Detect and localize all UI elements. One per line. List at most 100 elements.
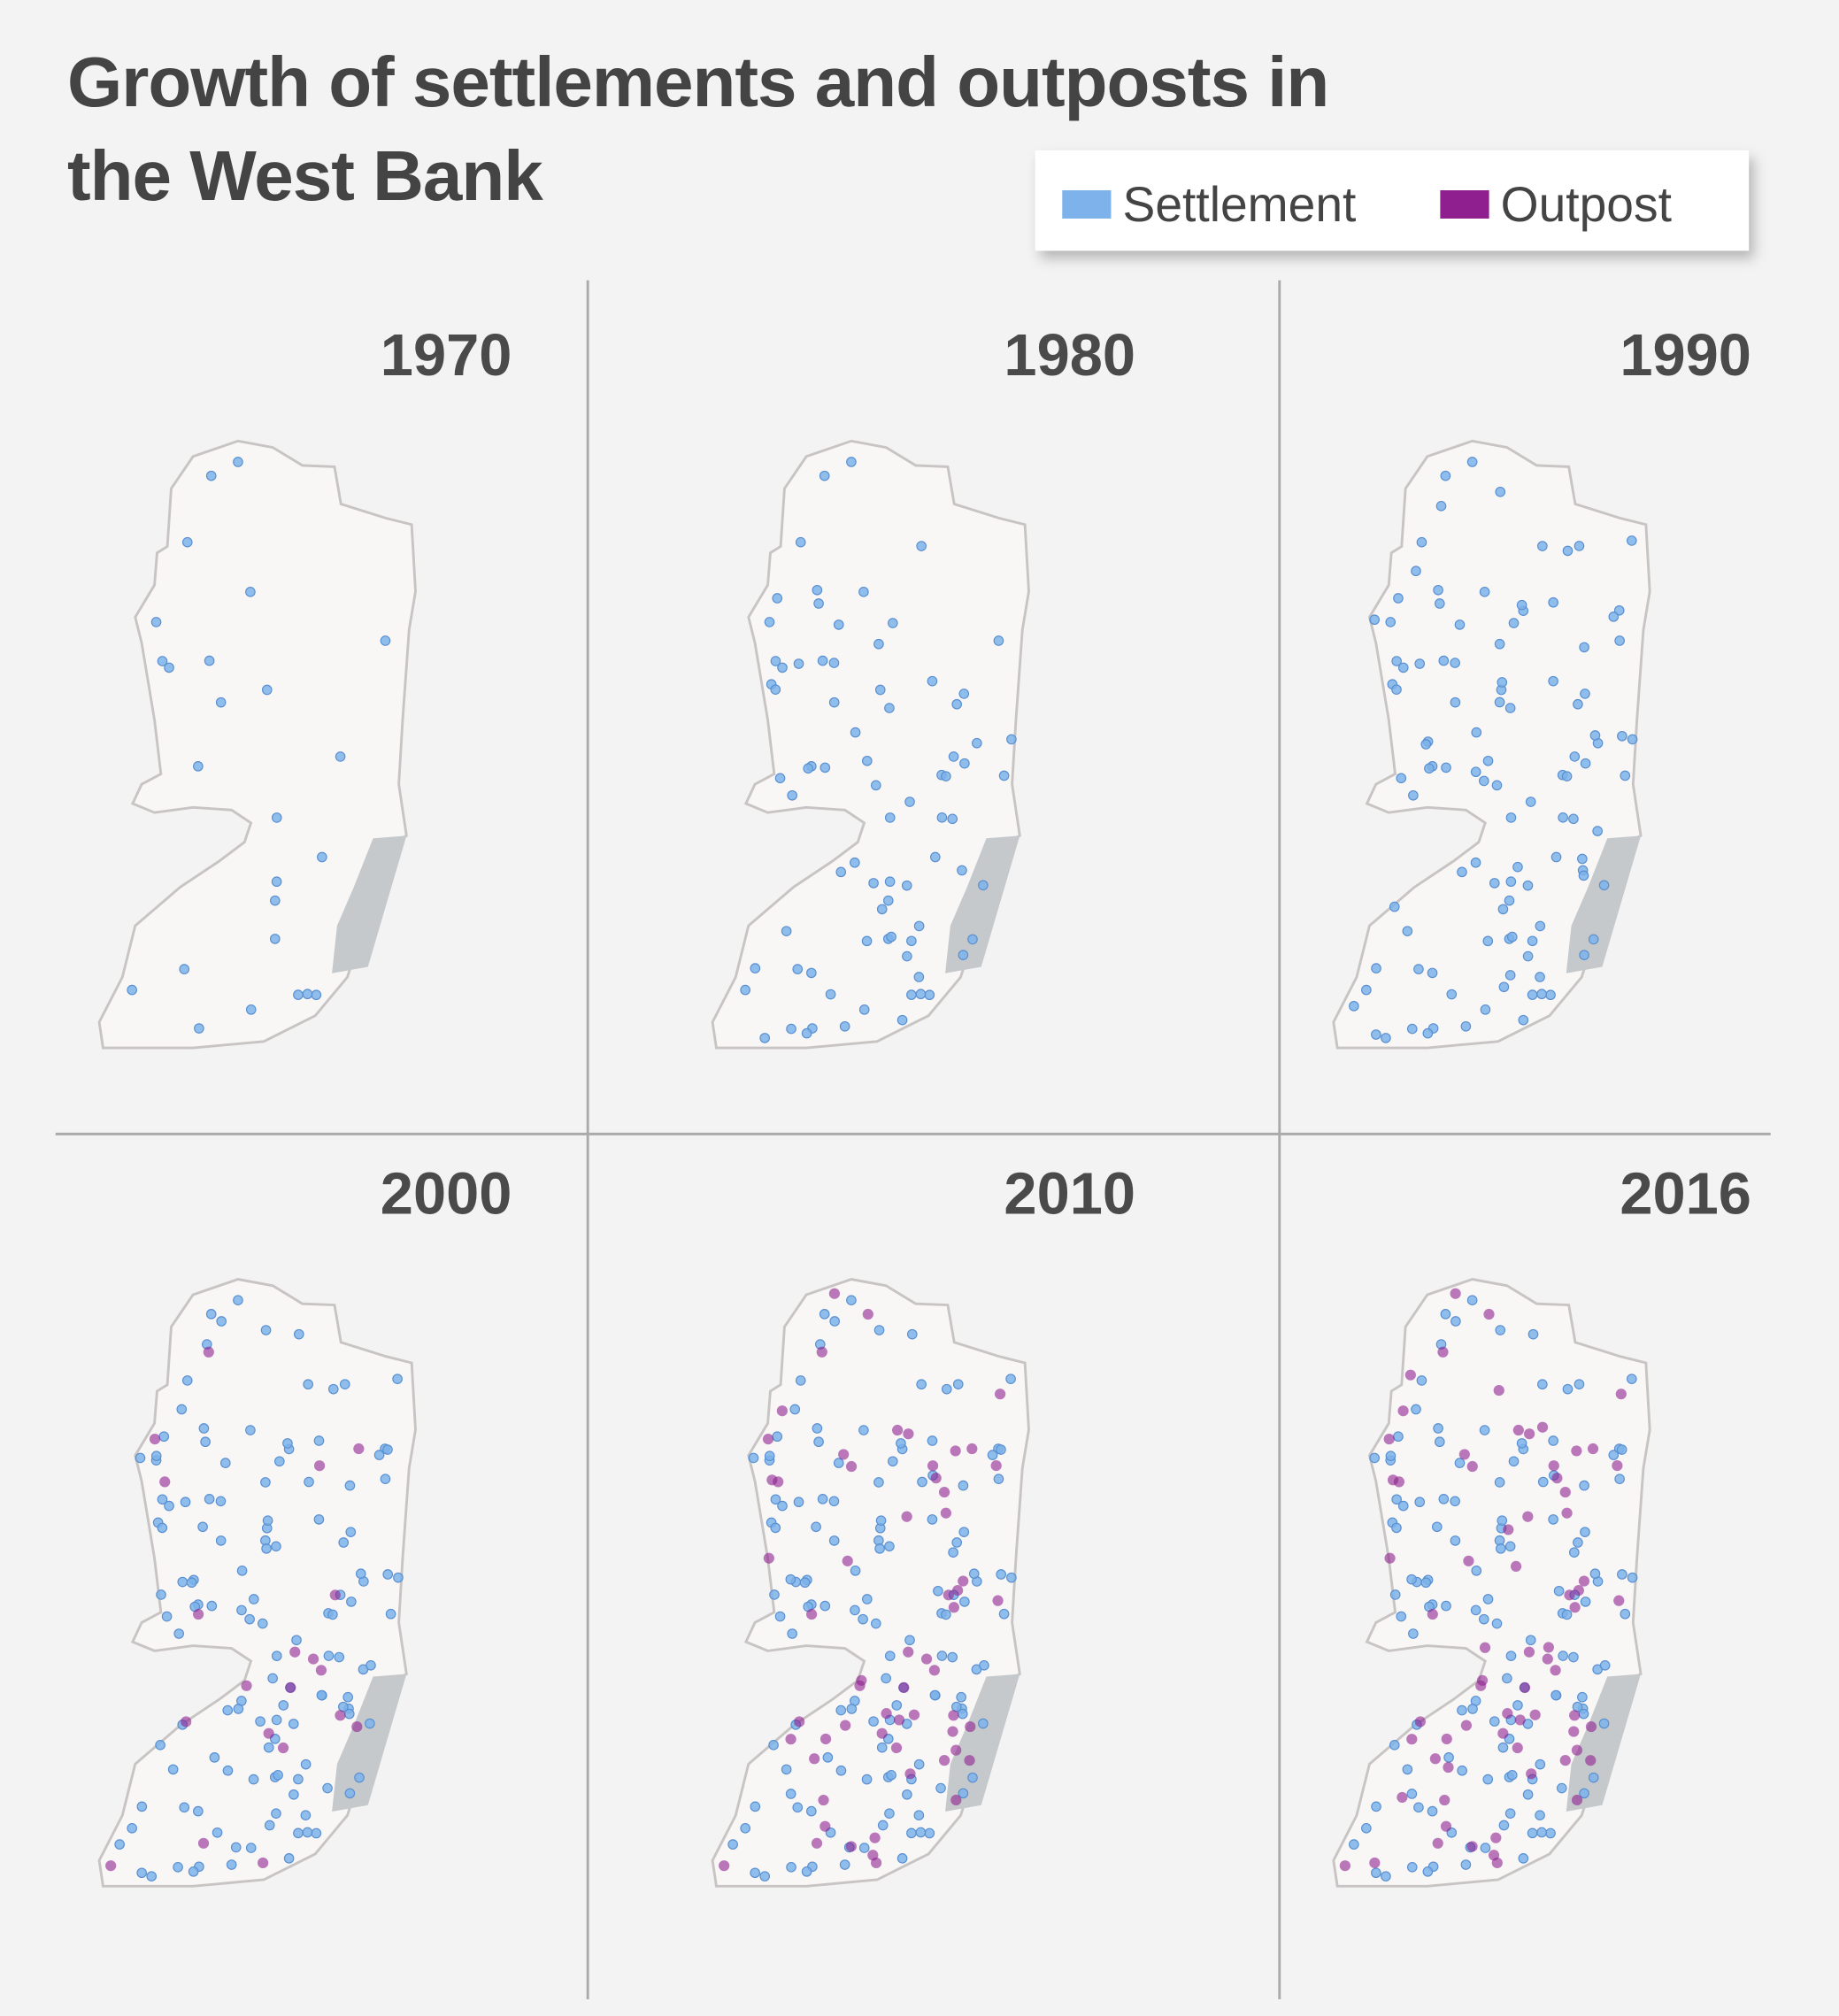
outpost-dot: [313, 1460, 326, 1472]
settlement-dot: [913, 920, 925, 932]
outpost-dot: [719, 1860, 730, 1872]
settlement-dot: [1598, 1718, 1610, 1729]
settlement-dot: [1522, 950, 1534, 962]
settlement-dot: [261, 1543, 272, 1554]
settlement-dot: [311, 1827, 322, 1839]
outpost-dot: [794, 1716, 805, 1727]
settlement-dot: [179, 964, 190, 974]
outpost-dot: [197, 1837, 210, 1849]
territory: [711, 439, 1030, 1050]
settlement-dot: [222, 1765, 234, 1776]
outpost-dot: [1476, 1674, 1489, 1686]
outpost-dot: [762, 1434, 774, 1445]
settlement-dot: [927, 1514, 938, 1525]
outpost-dot: [1450, 1288, 1461, 1299]
settlement-dot: [164, 662, 174, 673]
outpost-dot: [928, 1665, 940, 1676]
outpost-dot: [856, 1674, 867, 1686]
outpost-dot: [1569, 1602, 1581, 1613]
settlement-dot: [245, 587, 256, 597]
settlement-dot: [236, 1604, 247, 1616]
outpost-dot: [927, 1460, 939, 1472]
settlement-dot: [1545, 989, 1556, 1001]
settlement-dot: [198, 1423, 210, 1434]
settlement-dot: [917, 1476, 927, 1488]
settlement-dot: [1580, 1527, 1590, 1537]
settlement-dot: [933, 1585, 943, 1597]
settlement-dot: [1467, 1704, 1478, 1714]
settlement-dot: [236, 1566, 248, 1576]
settlement-dot: [1393, 1431, 1404, 1443]
settlement-dot: [1438, 1494, 1450, 1504]
settlement-dot: [212, 1827, 223, 1838]
settlement-dot: [846, 1704, 858, 1714]
settlement-dot: [1518, 1014, 1529, 1026]
settlement-dot: [1548, 1514, 1558, 1525]
year-label: 2016: [1620, 1161, 1751, 1227]
outpost-dot: [943, 1589, 954, 1601]
settlement-dot: [209, 1752, 220, 1763]
settlement-dot: [770, 656, 781, 666]
settlement-dot: [293, 1827, 304, 1839]
outpost-dot: [1550, 1665, 1561, 1676]
settlement-dot: [1505, 1651, 1517, 1661]
outpost-dot: [315, 1665, 327, 1676]
outpost-dot: [869, 1832, 881, 1843]
settlement-dot: [951, 698, 963, 710]
settlement-dot: [382, 1444, 393, 1455]
settlement-dot: [812, 584, 823, 596]
settlement-dot: [173, 1861, 183, 1873]
settlement-dot: [904, 796, 915, 807]
outpost-dot: [966, 1443, 978, 1455]
settlement-dot: [1433, 1423, 1443, 1434]
map-panel: [97, 1278, 417, 1888]
settlement-dot: [1536, 989, 1547, 1000]
settlement-dot: [1414, 1497, 1426, 1508]
settlement-dot: [282, 1438, 293, 1449]
outpost-dot: [1612, 1460, 1623, 1472]
settlement-dot: [941, 1383, 952, 1395]
settlement-dot: [1569, 751, 1581, 762]
legend-label: Outpost: [1501, 177, 1672, 232]
outpost-dot: [1427, 1608, 1438, 1620]
settlement-dot: [1441, 1600, 1451, 1612]
settlement-dot: [354, 1772, 365, 1783]
settlement-dot: [1406, 1789, 1418, 1799]
settlement-dot: [927, 1435, 938, 1446]
outpost-dot: [1522, 1511, 1534, 1522]
settlement-dot: [334, 1651, 345, 1663]
settlement-dot: [1450, 1316, 1461, 1327]
settlement-dot: [819, 762, 831, 773]
settlement-dot: [1518, 1853, 1529, 1864]
outpost-dot: [1460, 1720, 1472, 1731]
settlement-dot: [858, 587, 869, 597]
settlement-dot: [1450, 1535, 1461, 1546]
settlement-dot: [1617, 1569, 1627, 1580]
outpost-dot: [1502, 1708, 1513, 1720]
settlement-dot: [862, 1594, 873, 1604]
settlement-dot: [958, 950, 969, 960]
outpost-dot: [901, 1511, 912, 1522]
outpost-dot: [828, 1288, 841, 1299]
settlement-dot: [868, 878, 879, 889]
settlement-dot: [959, 758, 970, 769]
settlement-dot: [1579, 950, 1589, 960]
settlement-dot: [245, 1843, 257, 1853]
settlement-dot: [1482, 935, 1494, 947]
outpost-dot: [862, 1308, 873, 1320]
settlement-dot: [873, 638, 884, 650]
title: Growth of settlements and outposts in th…: [67, 42, 1329, 215]
outpost-dot: [1339, 1860, 1350, 1872]
settlement-dot: [1424, 763, 1435, 774]
outpost-dot: [1503, 1524, 1514, 1535]
settlement-dot: [303, 1379, 313, 1390]
settlement-dot: [891, 1700, 903, 1711]
outpost-dot: [1564, 1589, 1575, 1601]
settlement-dot: [873, 1477, 884, 1488]
settlement-dot: [1599, 1660, 1611, 1671]
settlement-dot: [263, 1742, 274, 1753]
settlement-dot: [1478, 1613, 1489, 1625]
settlement-dot: [1512, 1700, 1523, 1711]
settlement-dot: [1408, 789, 1419, 801]
settlement-dot: [927, 675, 938, 687]
